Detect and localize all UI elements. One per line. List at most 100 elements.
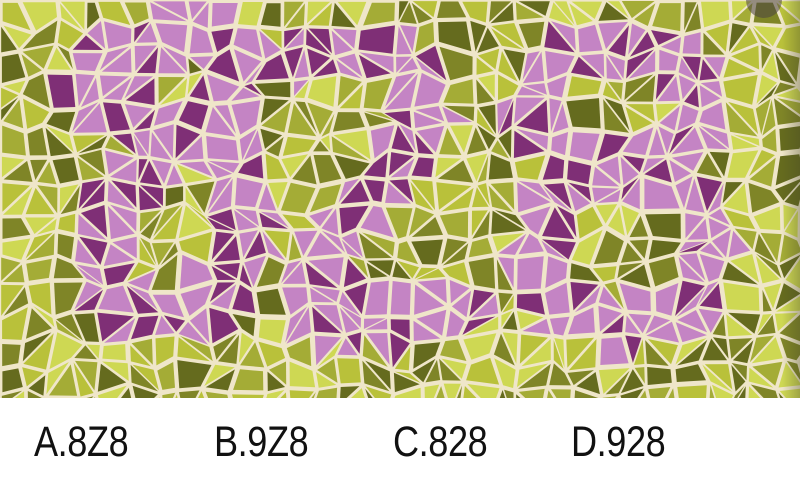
mosaic-tile	[754, 233, 776, 263]
option-d[interactable]: D.928	[571, 418, 666, 466]
mosaic-tile	[46, 362, 69, 395]
mosaic-tile	[103, 77, 132, 100]
mosaic-tile	[244, 255, 266, 287]
mosaic-tile	[321, 230, 346, 253]
mosaic-tile	[337, 338, 358, 356]
mosaic-tile	[232, 394, 264, 398]
mosaic-tile	[518, 363, 551, 389]
mosaic-tile	[189, 308, 210, 343]
answer-options-row: A.8Z8 B.9Z8 C.828 D.928	[0, 398, 800, 480]
mosaic-tile	[213, 236, 240, 262]
mosaic-tile	[619, 283, 651, 312]
mosaic-tile	[2, 2, 31, 31]
mosaic-tile	[712, 229, 731, 258]
mosaic-tile	[280, 392, 287, 398]
mosaic-tile	[642, 158, 665, 173]
mosaic-tile	[367, 260, 394, 276]
mosaic-tile	[307, 48, 331, 75]
mosaic-tile	[491, 140, 510, 159]
mosaic-tile	[127, 262, 155, 281]
mosaic-tile	[569, 132, 600, 161]
mosaic-tile	[411, 2, 433, 24]
mosaic-tile	[124, 104, 153, 128]
mosaic-tile	[442, 243, 469, 266]
mosaic-tile	[140, 185, 164, 206]
mosaic-svg	[0, 0, 800, 398]
mosaic-tile	[443, 79, 474, 104]
mosaic-tile	[699, 102, 726, 130]
mosaic-tile	[316, 372, 337, 388]
mosaic-tile	[652, 3, 681, 32]
mosaic-tile	[268, 182, 288, 209]
mosaic-tile	[286, 337, 312, 367]
mosaic-tile	[678, 256, 705, 283]
mosaic-tile	[240, 342, 265, 368]
mosaic-tile	[749, 157, 776, 187]
mosaic-tile	[709, 385, 715, 398]
mosaic-tile	[522, 51, 540, 80]
mosaic-tile	[574, 390, 599, 398]
mosaic-tile	[59, 184, 79, 213]
mosaic-tile	[518, 21, 545, 48]
option-a[interactable]: A.8Z8	[34, 418, 129, 466]
mosaic-tile	[542, 207, 575, 240]
mosaic-tile	[602, 315, 624, 334]
mosaic-tile	[783, 204, 797, 230]
mosaic-tile	[547, 75, 567, 98]
mosaic-tile	[309, 208, 334, 227]
mosaic-tile	[440, 339, 467, 361]
mosaic-tile	[120, 387, 132, 398]
mosaic-tile	[567, 370, 594, 386]
mosaic-tile	[626, 104, 655, 122]
option-c[interactable]: C.828	[393, 418, 488, 466]
mosaic-tile	[125, 78, 155, 105]
mosaic-tile	[260, 128, 283, 149]
mosaic-tile	[496, 259, 513, 291]
mosaic-tile	[628, 23, 646, 55]
mosaic-tile	[727, 150, 759, 178]
mosaic-tile	[621, 1, 655, 19]
mosaic-tile	[779, 314, 800, 342]
mosaic-tile	[192, 2, 209, 28]
mosaic-tile	[2, 238, 31, 260]
mosaic-tile	[140, 237, 157, 265]
mosaic-tile	[385, 72, 416, 107]
mosaic-tile	[620, 242, 643, 263]
mosaic-tile	[723, 58, 756, 78]
mosaic-tile	[602, 82, 621, 102]
mosaic-tile	[557, 206, 577, 238]
mosaic-tile	[477, 27, 499, 53]
mosaic-tile	[258, 184, 277, 211]
mosaic-tile	[154, 101, 183, 126]
mosaic-tile	[110, 159, 137, 183]
mosaic-tile	[163, 315, 186, 332]
mosaic-tile	[86, 344, 100, 359]
mosaic-tile	[158, 47, 186, 74]
mosaic-tile	[231, 100, 261, 135]
mosaic-tile	[498, 292, 513, 312]
mosaic-tile	[702, 338, 728, 361]
mosaic-tile	[776, 2, 800, 26]
mosaic-tile	[545, 282, 570, 315]
mosaic-tile	[344, 282, 368, 315]
mosaic-tile	[617, 262, 643, 279]
mosaic-tile	[413, 111, 443, 128]
mosaic-tile	[281, 260, 302, 284]
mosaic-tile	[757, 84, 778, 105]
mosaic-tile	[748, 386, 761, 398]
mosaic-tile	[552, 103, 569, 133]
option-b[interactable]: B.9Z8	[214, 418, 309, 466]
mosaic-tile	[79, 236, 108, 265]
mosaic-tile	[734, 228, 757, 250]
mosaic-tile	[102, 361, 129, 381]
mosaic-tile	[675, 176, 693, 208]
mosaic-tile	[260, 29, 282, 49]
mosaic-tile	[267, 371, 286, 392]
mosaic-tile	[22, 45, 54, 69]
mosaic-tile	[396, 56, 412, 73]
mosaic-tile	[28, 375, 46, 396]
mosaic-tile	[411, 239, 443, 265]
mosaic-tile	[547, 390, 554, 398]
mosaic-tile	[644, 159, 672, 183]
mosaic-tile	[211, 3, 238, 27]
